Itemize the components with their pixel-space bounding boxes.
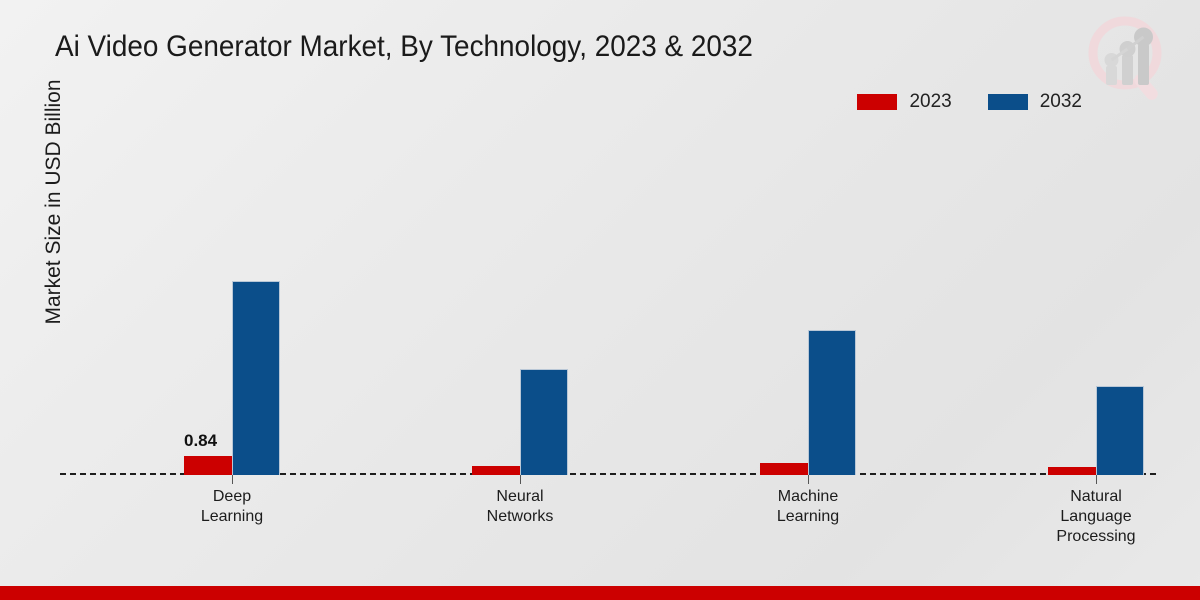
plot-area: 0.84 Deep Learning Neural Networks: [60, 120, 1160, 545]
legend-item-2032[interactable]: 2032: [987, 91, 1082, 113]
x-axis-tick-deep-learning: [232, 475, 233, 484]
legend-label-2023: 2023: [909, 91, 952, 112]
bar-group-machine-learning: Machine Learning: [698, 120, 918, 525]
bar-2032-deep-learning[interactable]: [232, 281, 280, 475]
x-axis-tick-machine-learning: [808, 475, 809, 484]
bar-2032-natural-language-processing[interactable]: [1096, 386, 1144, 475]
x-axis-label-line: Processing: [1056, 528, 1136, 545]
bar-group-deep-learning: 0.84 Deep Learning: [122, 120, 342, 525]
bar-2023-natural-language-processing[interactable]: [1048, 467, 1096, 475]
legend-swatch-2023: [857, 94, 898, 110]
x-axis-label-line: Natural: [1070, 488, 1122, 505]
x-axis-label-line: Learning: [200, 508, 264, 525]
bar-group-neural-networks: Neural Networks: [410, 120, 630, 525]
x-axis-label-line: Language: [1060, 508, 1132, 525]
bar-2032-neural-networks[interactable]: [520, 369, 568, 475]
x-axis-label-line: Learning: [776, 508, 840, 525]
x-axis-baseline: [60, 473, 1156, 475]
x-axis-label-deep-learning: Deep Learning: [201, 487, 263, 527]
x-axis-label-neural-networks: Neural Networks: [487, 487, 554, 527]
x-axis-label-line: Machine: [777, 488, 839, 505]
legend-label-2032: 2032: [1039, 91, 1082, 112]
x-axis-label-natural-language-processing: Natural Language Processing: [1056, 487, 1135, 547]
legend-swatch-2032: [987, 94, 1028, 110]
bar-2023-deep-learning[interactable]: [184, 456, 232, 475]
legend-item-2023[interactable]: 2023: [857, 91, 952, 113]
chart-legend: 2023 2032: [857, 91, 1082, 113]
watermark-logo-icon: [1078, 8, 1182, 112]
bar-2023-neural-networks[interactable]: [472, 466, 520, 475]
bar-group-natural-language-processing: Natural Language Processing: [986, 120, 1200, 545]
x-axis-tick-neural-networks: [520, 475, 521, 484]
bar-2032-machine-learning[interactable]: [808, 330, 856, 475]
x-axis-tick-natural-language-processing: [1096, 475, 1097, 484]
bar-value-label-deep-learning: 0.84: [184, 431, 218, 450]
x-axis-label-line: Neural: [496, 488, 544, 505]
bar-2023-machine-learning[interactable]: [760, 463, 808, 475]
x-axis-label-line: Networks: [486, 508, 554, 525]
footer-accent-bar: [0, 586, 1200, 600]
chart-title: Ai Video Generator Market, By Technology…: [55, 30, 753, 63]
x-axis-label-line: Deep: [212, 488, 252, 505]
x-axis-label-machine-learning: Machine Learning: [777, 487, 839, 527]
